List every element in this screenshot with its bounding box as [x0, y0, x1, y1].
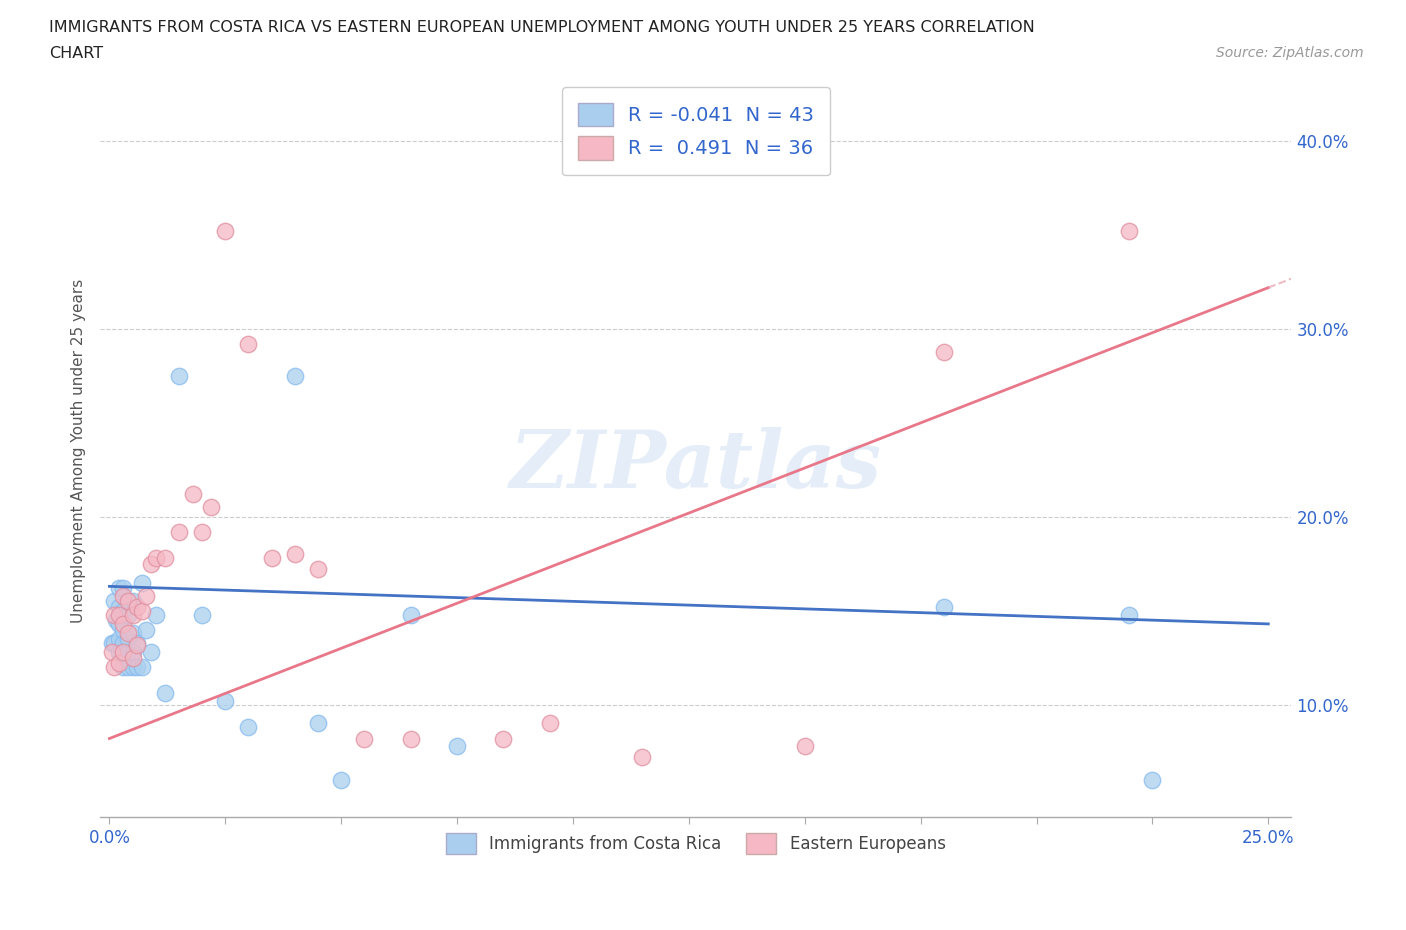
- Point: [131, 604, 153, 618]
- Point: [131, 575, 153, 590]
- Point: [145, 607, 167, 622]
- Point: [284, 547, 307, 562]
- Point: [932, 344, 955, 359]
- Point: [191, 607, 214, 622]
- Point: [107, 607, 129, 622]
- Point: [399, 731, 422, 746]
- Point: [284, 368, 307, 383]
- Point: [112, 580, 135, 595]
- Point: [117, 607, 139, 622]
- Point: [112, 622, 135, 637]
- Text: CHART: CHART: [49, 46, 103, 61]
- Point: [307, 562, 329, 577]
- Point: [117, 659, 139, 674]
- Point: [139, 556, 162, 571]
- Point: [353, 731, 375, 746]
- Point: [107, 600, 129, 615]
- Legend: Immigrants from Costa Rica, Eastern Europeans: Immigrants from Costa Rica, Eastern Euro…: [439, 827, 952, 860]
- Point: [1142, 773, 1164, 788]
- Point: [127, 600, 149, 615]
- Point: [153, 686, 176, 701]
- Point: [103, 659, 125, 674]
- Point: [107, 656, 129, 671]
- Point: [127, 637, 149, 652]
- Point: [103, 635, 125, 650]
- Point: [399, 607, 422, 622]
- Point: [538, 716, 561, 731]
- Point: [135, 589, 157, 604]
- Point: [135, 622, 157, 637]
- Point: [167, 368, 190, 383]
- Point: [103, 594, 125, 609]
- Point: [131, 659, 153, 674]
- Point: [307, 716, 329, 731]
- Point: [117, 644, 139, 659]
- Point: [121, 650, 143, 665]
- Point: [492, 731, 515, 746]
- Point: [100, 644, 122, 659]
- Point: [214, 694, 236, 709]
- Point: [191, 525, 214, 539]
- Text: ZIPatlas: ZIPatlas: [510, 427, 882, 504]
- Point: [121, 659, 143, 674]
- Text: IMMIGRANTS FROM COSTA RICA VS EASTERN EUROPEAN UNEMPLOYMENT AMONG YOUTH UNDER 25: IMMIGRANTS FROM COSTA RICA VS EASTERN EU…: [49, 20, 1035, 35]
- Point: [105, 613, 128, 628]
- Point: [127, 635, 149, 650]
- Point: [200, 500, 222, 515]
- Point: [181, 486, 204, 501]
- Point: [631, 750, 654, 764]
- Point: [932, 600, 955, 615]
- Point: [117, 631, 139, 646]
- Point: [107, 644, 129, 659]
- Point: [127, 659, 149, 674]
- Point: [793, 738, 815, 753]
- Point: [260, 551, 283, 565]
- Point: [100, 635, 122, 650]
- Point: [112, 589, 135, 604]
- Point: [330, 773, 353, 788]
- Point: [112, 646, 135, 661]
- Point: [121, 626, 143, 641]
- Point: [153, 551, 176, 565]
- Point: [167, 525, 190, 539]
- Text: Source: ZipAtlas.com: Source: ZipAtlas.com: [1216, 46, 1364, 60]
- Point: [112, 617, 135, 631]
- Point: [139, 644, 162, 659]
- Point: [117, 626, 139, 641]
- Point: [1118, 224, 1140, 239]
- Y-axis label: Unemployment Among Youth under 25 years: Unemployment Among Youth under 25 years: [72, 279, 86, 623]
- Point: [121, 644, 143, 659]
- Point: [121, 594, 143, 609]
- Point: [1118, 607, 1140, 622]
- Point: [107, 631, 129, 646]
- Point: [112, 604, 135, 618]
- Point: [117, 594, 139, 609]
- Point: [446, 738, 468, 753]
- Point: [145, 551, 167, 565]
- Point: [103, 607, 125, 622]
- Point: [107, 580, 129, 595]
- Point: [121, 607, 143, 622]
- Point: [214, 224, 236, 239]
- Point: [112, 635, 135, 650]
- Point: [107, 617, 129, 631]
- Point: [112, 644, 135, 659]
- Point: [238, 720, 260, 735]
- Point: [112, 659, 135, 674]
- Point: [238, 337, 260, 352]
